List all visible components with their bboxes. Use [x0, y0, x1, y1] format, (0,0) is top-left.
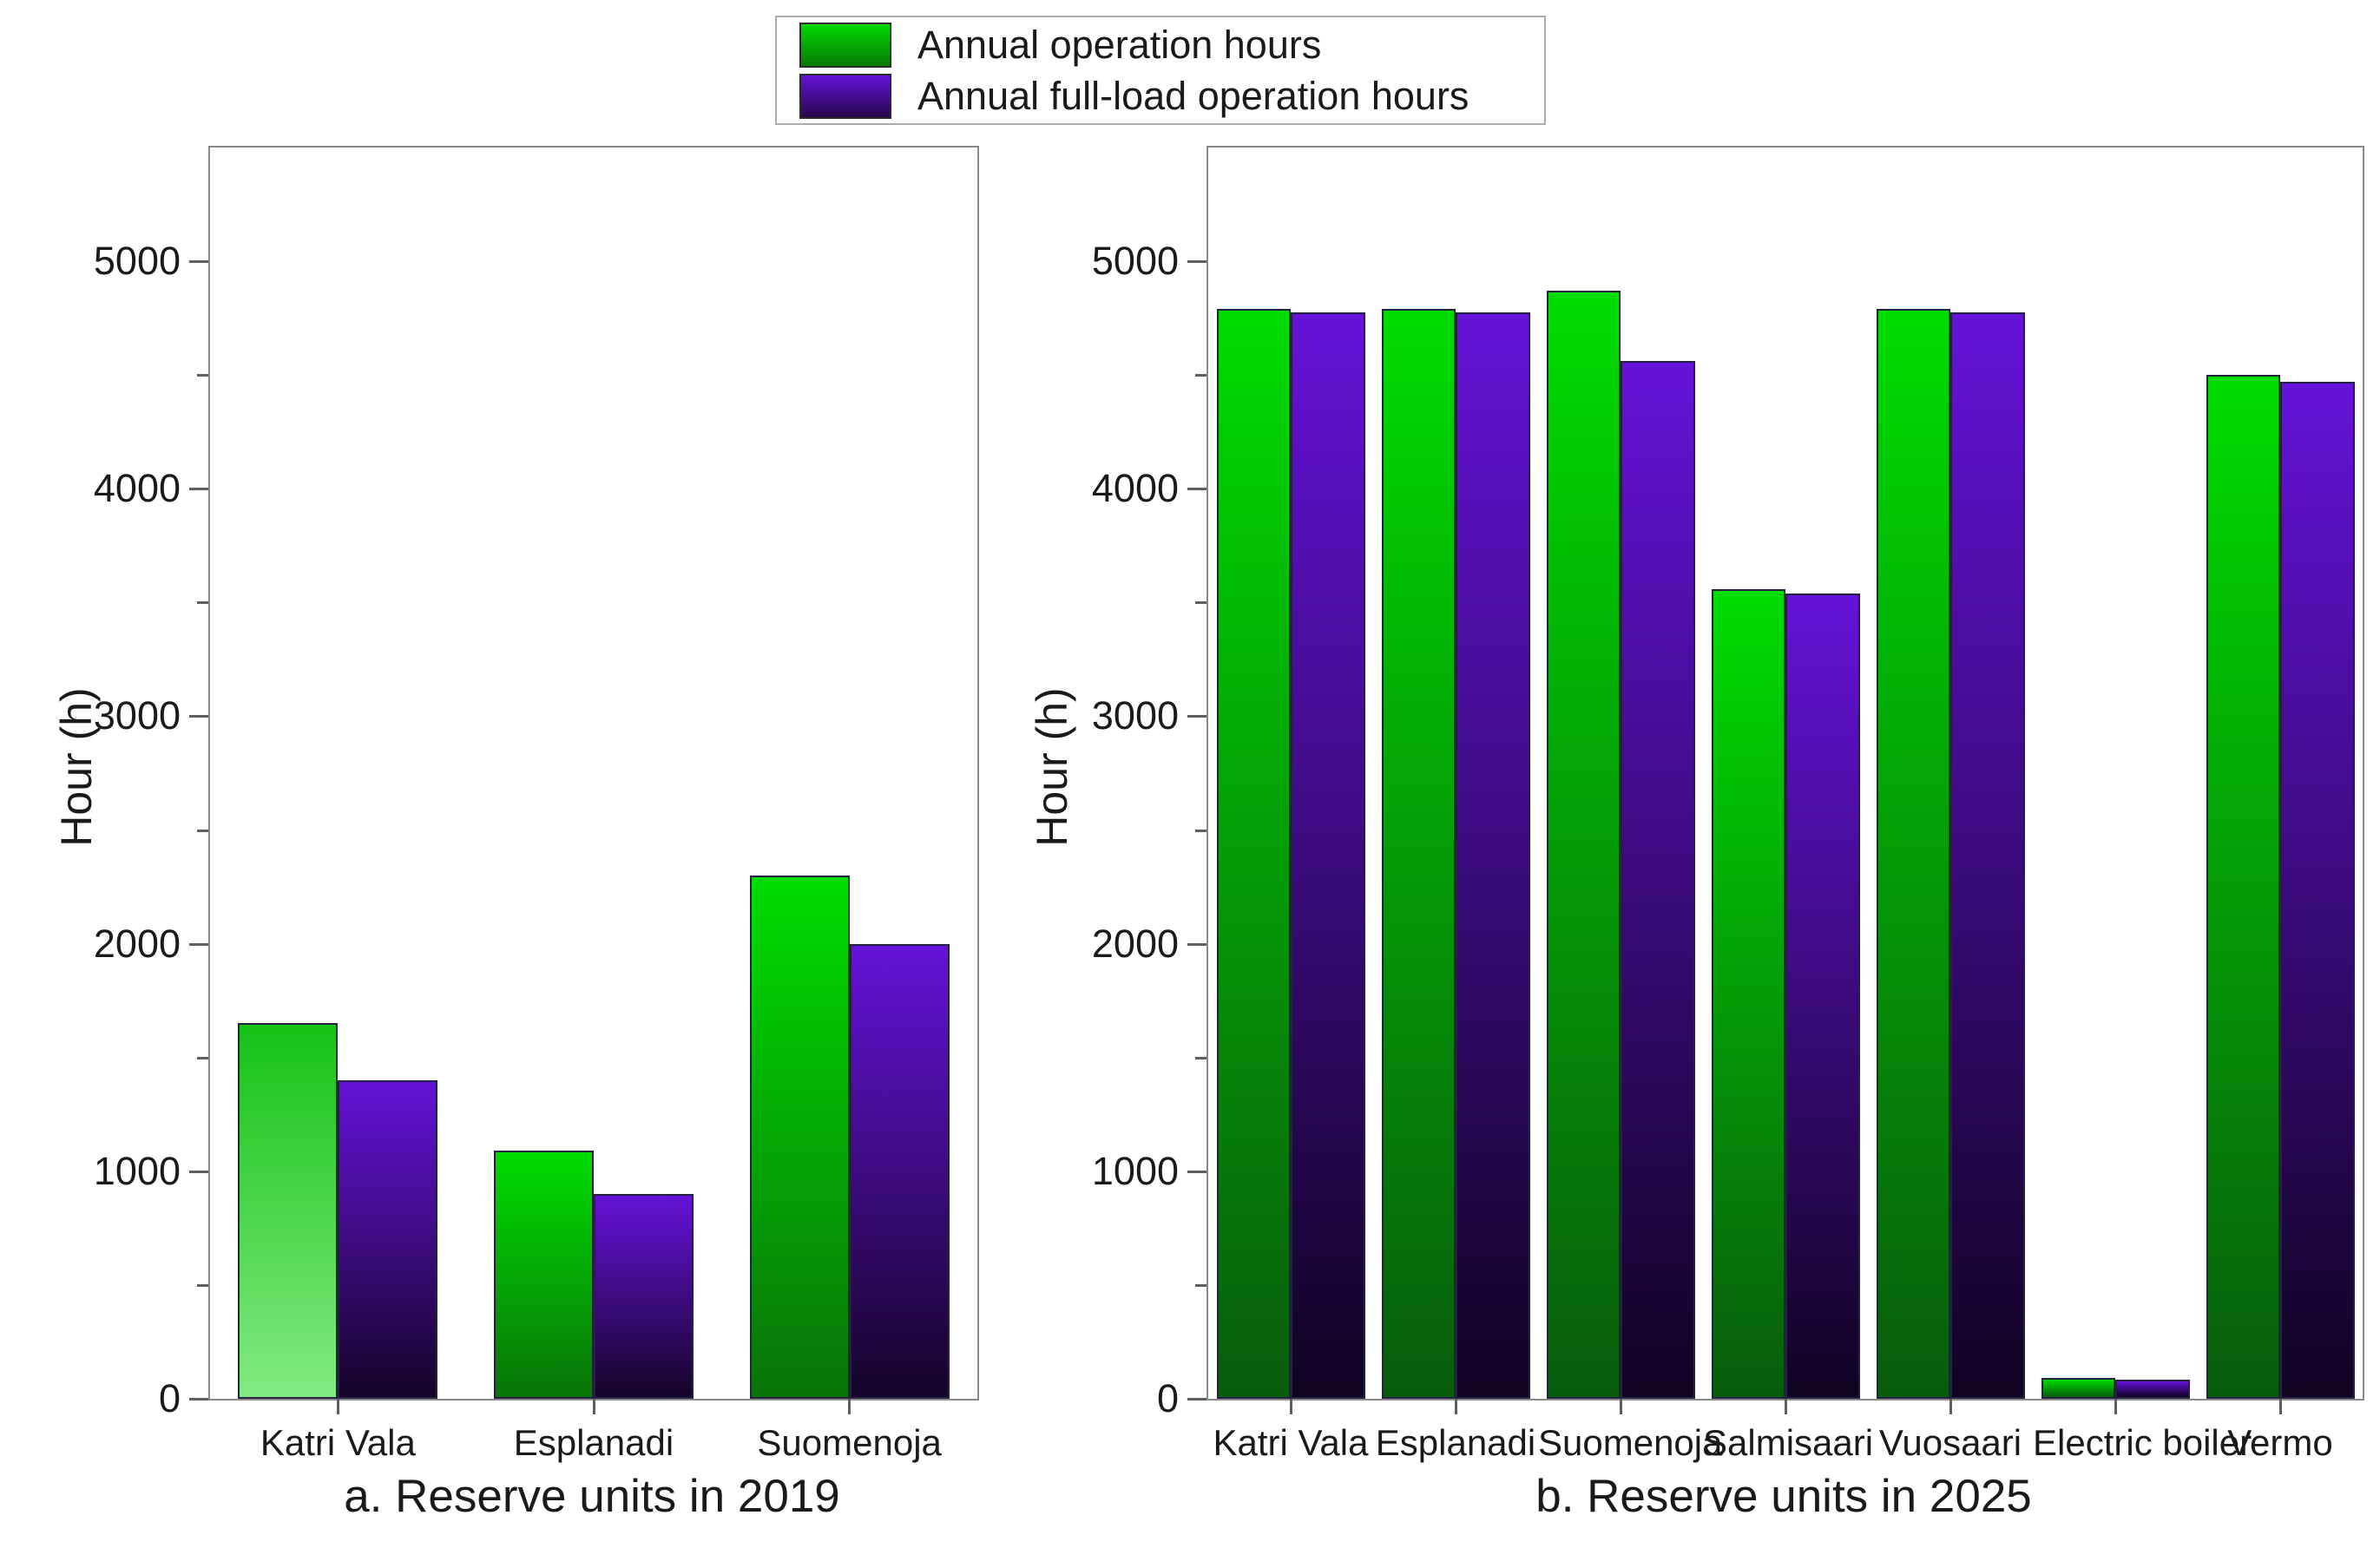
category-label-suomenoja: Suomenoja [1538, 1422, 1723, 1463]
bar-annual-operation-hours-katri-vala [238, 1023, 339, 1399]
bar-annual-full-load-operation-hours-vermo [2280, 382, 2355, 1399]
bar-annual-operation-hours-suomenoja [1546, 291, 1621, 1399]
category-label-katri-vala: Katri Vala [260, 1422, 416, 1463]
bar-annual-operation-hours-esplanadi [494, 1151, 594, 1399]
bar-annual-full-load-operation-hours-electric-boiler [2115, 1379, 2190, 1399]
legend-item-annual-operation-hours: Annual operation hours [799, 22, 1544, 69]
y-tick-label: 3000 [93, 693, 181, 738]
bar-annual-operation-hours-vermo [2206, 375, 2280, 1399]
y-minor-tick [1195, 1283, 1206, 1287]
y-major-tick [1187, 260, 1206, 264]
y-minor-tick [197, 829, 208, 832]
bar-annual-full-load-operation-hours-katri-vala [1291, 312, 1365, 1399]
x-tick [1619, 1399, 1622, 1414]
y-tick-label: 3000 [1091, 693, 1179, 738]
category-label-vuosaari: Vuosaari [1878, 1422, 2022, 1463]
bar-annual-operation-hours-suomenoja [749, 875, 850, 1399]
bar-annual-operation-hours-esplanadi [1381, 309, 1456, 1399]
y-minor-tick [1195, 601, 1206, 605]
x-tick [1784, 1399, 1787, 1414]
y-tick-label: 1000 [1091, 1148, 1179, 1193]
y-major-tick [1187, 715, 1206, 718]
legend-label: Annual operation hours [917, 22, 1322, 67]
bar-annual-full-load-operation-hours-suomenoja [1621, 361, 1695, 1399]
y-minor-tick [197, 374, 208, 377]
y-tick-label: 4000 [1091, 466, 1179, 511]
category-label-vermo: Vermo [2227, 1422, 2333, 1463]
legend: Annual operation hours Annual full-load … [775, 16, 1546, 125]
y-minor-tick [1195, 374, 1206, 377]
legend-label: Annual full-load operation hours [917, 73, 1469, 118]
y-major-tick [189, 942, 208, 946]
plot-area-2019: 0 1000 2000 3000 4000 5000 Katri Vala Esplanadi… [94, 146, 979, 1463]
x-tick [2114, 1399, 2117, 1414]
y-minor-tick [197, 1283, 208, 1287]
y-tick-label: 2000 [93, 921, 181, 966]
y-minor-tick [197, 1056, 208, 1059]
y-major-tick [189, 260, 208, 264]
y-tick-label: 5000 [1091, 239, 1179, 284]
y-major-tick [1187, 1170, 1206, 1173]
plot-area-2025: 0 1000 2000 3000 4000 5000 Katri Vala Esplanadi… [1092, 146, 2364, 1463]
bar-annual-operation-hours-katri-vala [1216, 309, 1291, 1399]
bar-annual-operation-hours-electric-boiler [2041, 1378, 2115, 1399]
bar-annual-full-load-operation-hours-esplanadi [1456, 312, 1530, 1399]
y-major-tick [189, 488, 208, 491]
y-minor-tick [1195, 1056, 1206, 1059]
y-minor-tick [1195, 829, 1206, 832]
category-label-esplanadi: Esplanadi [1375, 1422, 1536, 1463]
y-major-tick [1187, 488, 1206, 491]
y-major-tick [1187, 942, 1206, 946]
x-tick [1454, 1399, 1457, 1414]
y-major-tick [189, 1398, 208, 1400]
x-tick [592, 1399, 595, 1414]
y-tick-label: 1000 [93, 1148, 181, 1193]
y-tick-label: 5000 [93, 239, 181, 284]
x-tick [336, 1399, 339, 1414]
panel-title-2019: a. Reserve units in 2019 [344, 1471, 840, 1522]
category-label-esplanadi: Esplanadi [513, 1422, 674, 1463]
legend-item-annual-full-load-operation-hours: Annual full-load operation hours [799, 73, 1544, 120]
x-tick [848, 1399, 851, 1414]
bar-annual-operation-hours-vuosaari [1876, 309, 1950, 1399]
y-tick-label: 0 [158, 1376, 181, 1420]
panel-title-2025: b. Reserve units in 2025 [1535, 1471, 2032, 1522]
category-label-salmisaari: Salmisaari [1703, 1422, 1874, 1463]
category-label-katri-vala: Katri Vala [1213, 1422, 1369, 1463]
green-swatch-icon [799, 22, 891, 68]
bar-annual-full-load-operation-hours-salmisaari [1785, 593, 1860, 1399]
purple-swatch-icon [799, 73, 891, 119]
y-tick-label: 4000 [93, 466, 181, 511]
y-minor-tick [197, 601, 208, 605]
x-tick [2278, 1399, 2282, 1414]
bar-annual-operation-hours-salmisaari [1711, 588, 1785, 1399]
y-tick-label: 2000 [1091, 921, 1179, 966]
y-major-tick [1187, 1398, 1206, 1400]
bar-annual-full-load-operation-hours-esplanadi [594, 1194, 694, 1399]
category-label-suomenoja: Suomenoja [757, 1422, 942, 1463]
x-tick [1949, 1399, 1952, 1414]
bar-annual-full-load-operation-hours-suomenoja [849, 943, 950, 1399]
category-label-electric-boiler: Electric boiler [2033, 1422, 2252, 1463]
bar-annual-full-load-operation-hours-vuosaari [1950, 312, 2025, 1399]
y-major-tick [189, 1170, 208, 1173]
bar-annual-full-load-operation-hours-katri-vala [338, 1079, 438, 1399]
y-tick-label: 0 [1156, 1376, 1179, 1420]
x-tick [1289, 1399, 1292, 1414]
y-major-tick [189, 715, 208, 718]
